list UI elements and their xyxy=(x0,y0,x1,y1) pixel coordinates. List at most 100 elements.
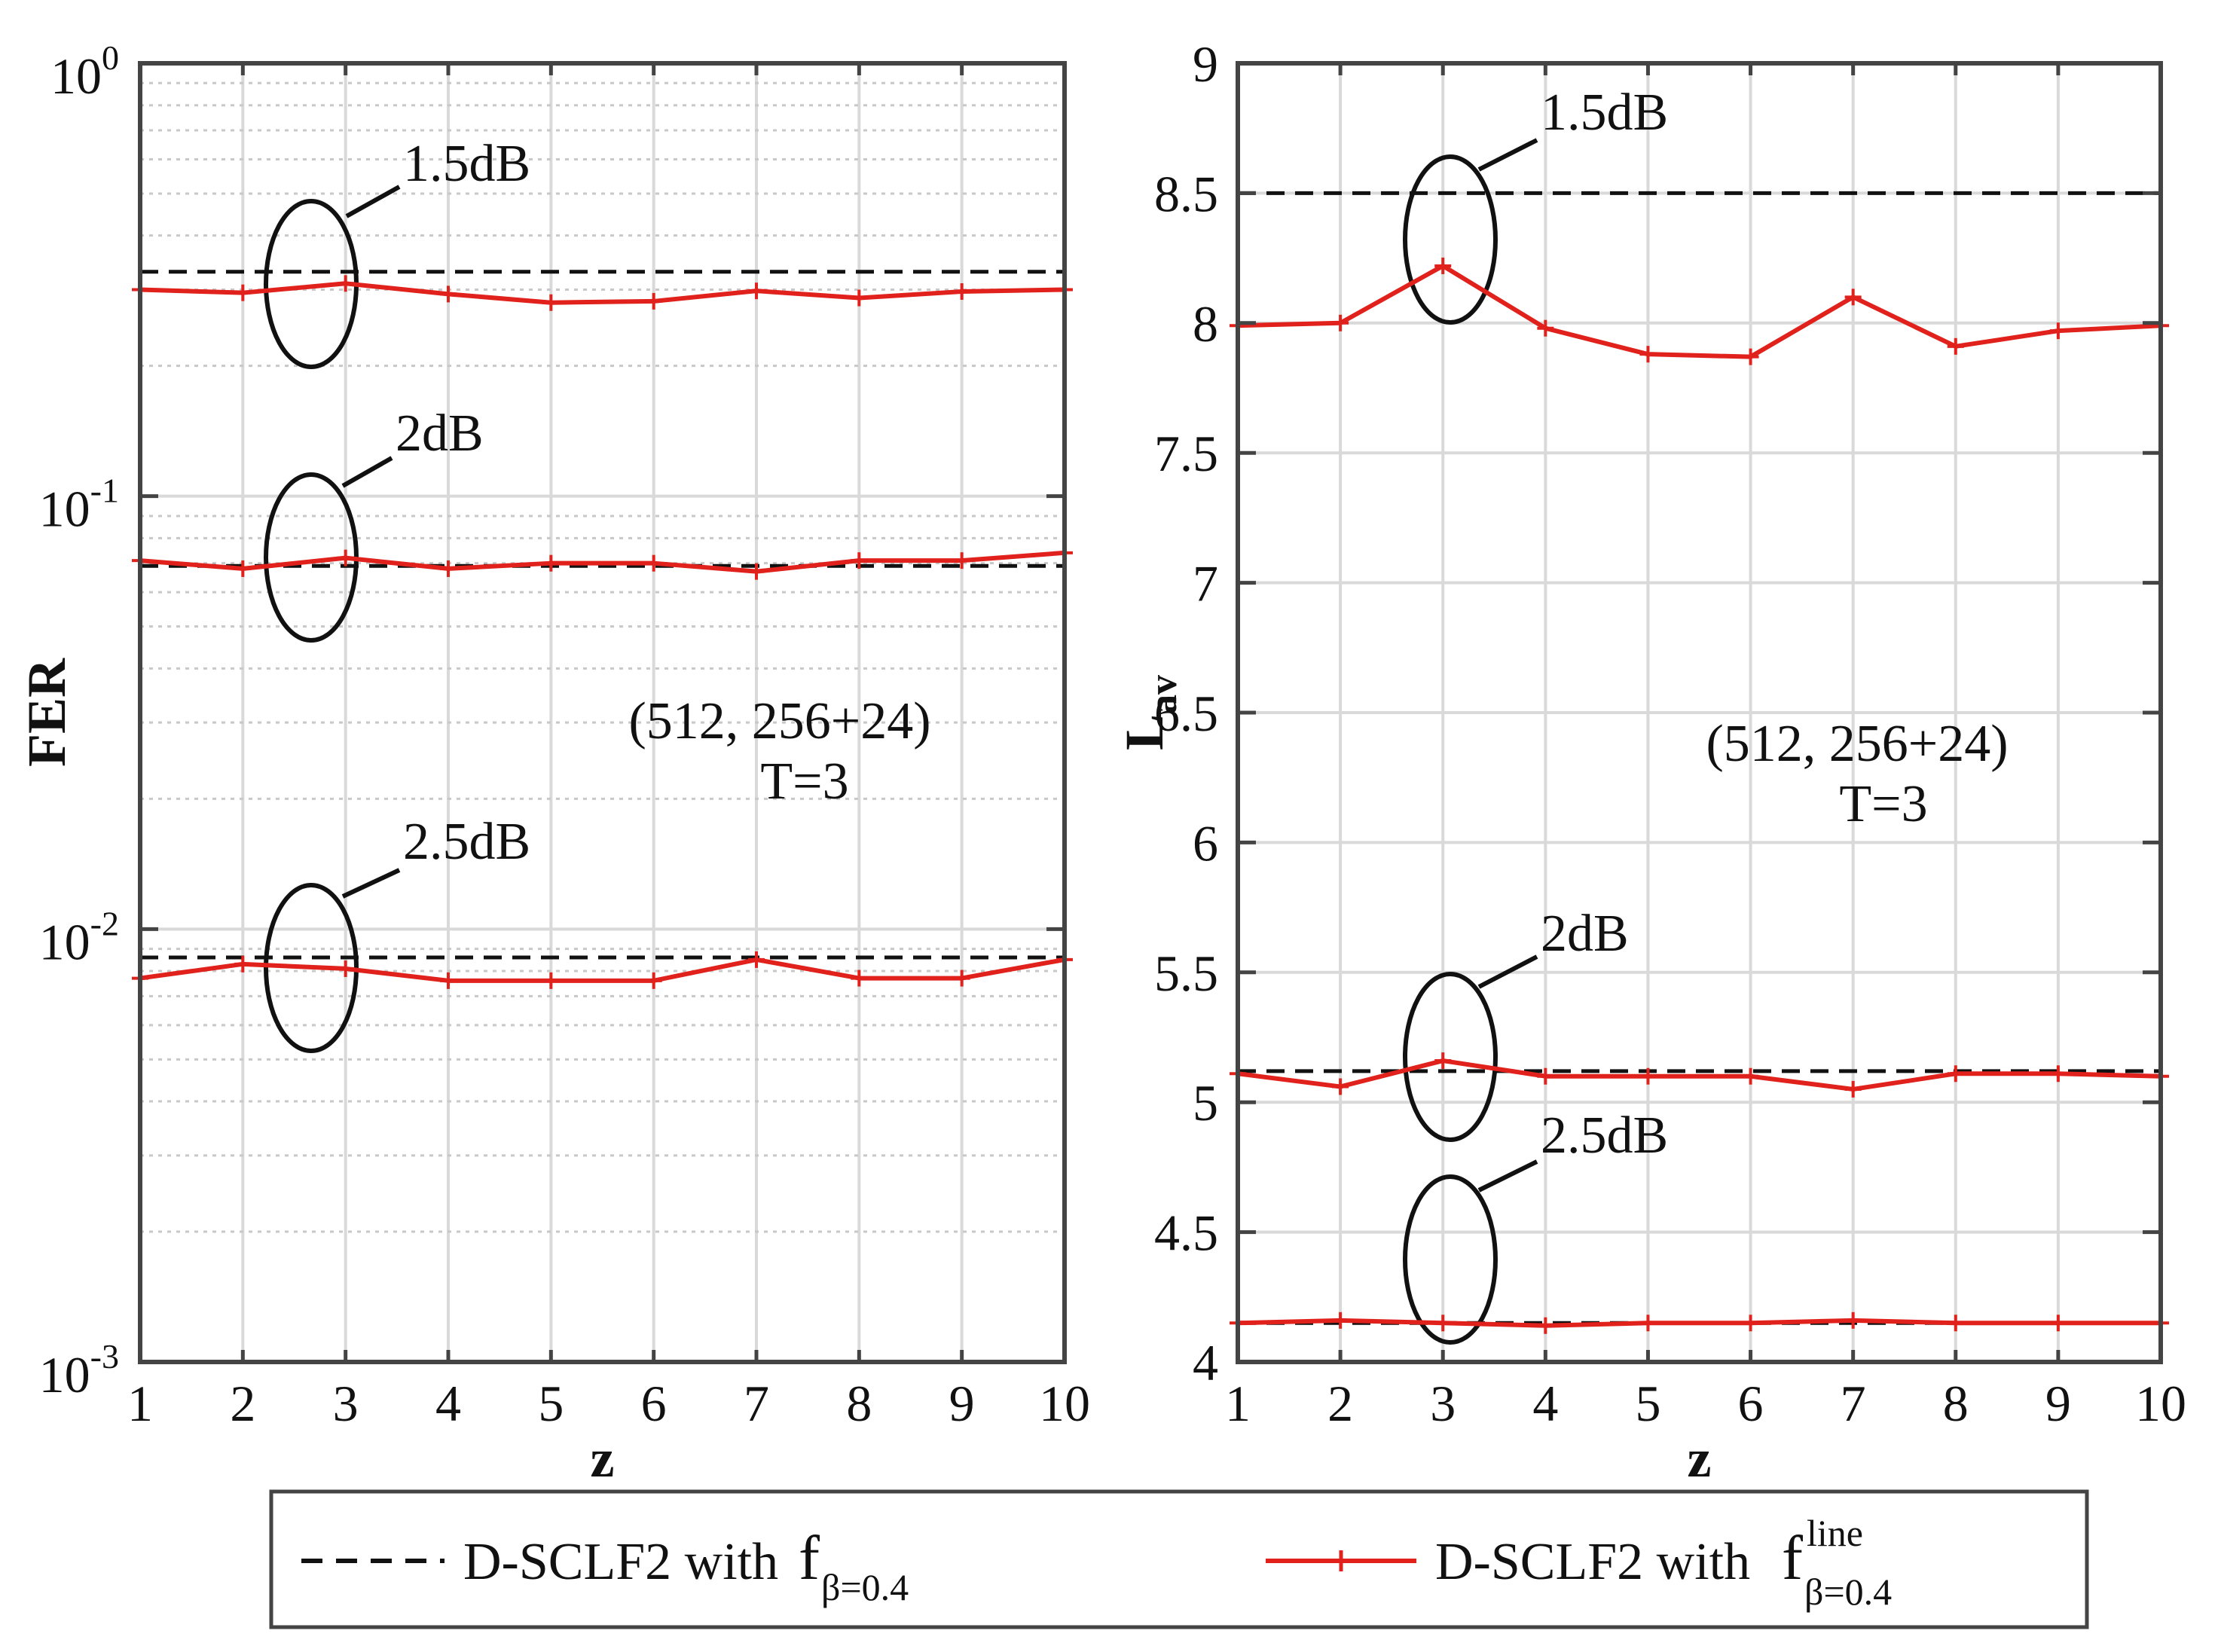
data-point-marker xyxy=(851,970,868,987)
x-tick-label: 10 xyxy=(1039,1375,1090,1432)
y-axis-label: FER xyxy=(17,658,77,767)
annotation-leader xyxy=(1477,1159,1538,1192)
latency-panel: 1.5dB 2dB 2.5dB 1 2 3 4 5 6 7 8 9 10 z 9 8.5 8 7.5 7 6.5 6 5.… xyxy=(1114,35,2186,1489)
data-point-marker xyxy=(1947,337,1964,355)
annotation-leader xyxy=(345,185,401,218)
data-point-marker xyxy=(1844,289,1862,306)
data-point-marker xyxy=(337,549,354,566)
legend-box xyxy=(269,1489,2089,1629)
series-line xyxy=(139,550,1065,574)
data-point-marker xyxy=(953,552,970,569)
legend-solid-label: D-SCLF2 with xyxy=(1435,1533,1750,1591)
annotation-leader xyxy=(341,868,401,899)
data-point-marker xyxy=(1537,319,1554,337)
data-point-marker xyxy=(1844,1080,1862,1098)
data-point-marker xyxy=(1332,1312,1349,1329)
legend-solid-superscript: line xyxy=(1807,1512,1863,1554)
data-point-marker xyxy=(1742,348,1759,365)
series-line xyxy=(1237,263,2161,359)
y-tick-label: 7.5 xyxy=(1154,425,1218,482)
y-tick-label: 4.5 xyxy=(1154,1205,1218,1262)
data-point-marker xyxy=(1332,314,1349,331)
series-line xyxy=(1237,1318,2161,1328)
data-point-marker xyxy=(440,972,457,989)
legend: D-SCLF2 with f β=0.4 D-SCLF2 with f line… xyxy=(269,1489,2089,1629)
x-tick-label: 4 xyxy=(435,1375,461,1432)
data-point-marker xyxy=(1639,1067,1657,1085)
x-tick-label: 10 xyxy=(2135,1375,2186,1432)
series-line xyxy=(139,957,1065,983)
annotation-ellipse xyxy=(1403,972,1498,1142)
x-tick-label: 3 xyxy=(333,1375,359,1432)
x-tick-label: 2 xyxy=(230,1375,255,1432)
data-point-marker xyxy=(234,284,252,301)
x-tick-label: 7 xyxy=(1841,1375,1866,1432)
x-tick-label: 5 xyxy=(538,1375,564,1432)
data-point-marker xyxy=(440,286,457,303)
annotation-snr-label: 1.5dB xyxy=(403,135,530,193)
data-point-marker xyxy=(1332,1078,1349,1095)
data-point-marker xyxy=(645,554,662,572)
data-point-marker xyxy=(542,294,560,311)
y-tick-label: 8.5 xyxy=(1154,165,1218,222)
y-tick-label: 6 xyxy=(1193,814,1218,872)
data-point-marker xyxy=(645,292,662,310)
grid xyxy=(1236,62,2162,1363)
x-tick-label: 5 xyxy=(1635,1375,1660,1432)
data-point-marker xyxy=(2049,322,2067,340)
x-axis-label: z xyxy=(1688,1428,1712,1489)
y-tick-label: 100 xyxy=(50,38,119,105)
annotation-snr-label: 2dB xyxy=(396,405,484,463)
annotation-snr-label: 2.5dB xyxy=(403,813,530,871)
code-parameters-label: (512, 256+24) xyxy=(628,692,930,750)
annotation-ellipse xyxy=(1403,1174,1498,1345)
x-tick-label: 8 xyxy=(1943,1375,1969,1432)
series-line xyxy=(1237,1058,2161,1092)
x-tick-label: 6 xyxy=(641,1375,667,1432)
x-tick-label: 9 xyxy=(2045,1375,2071,1432)
data-point-marker xyxy=(1537,1317,1554,1334)
series-line xyxy=(139,281,1065,305)
x-tick-label: 3 xyxy=(1430,1375,1456,1432)
y-tick-label: 10-3 xyxy=(39,1337,119,1403)
legend-solid-subscript: β=0.4 xyxy=(1804,1571,1892,1613)
data-point-marker xyxy=(1742,1315,1759,1332)
x-tick-label: 4 xyxy=(1532,1375,1558,1432)
y-tick-label: 5.5 xyxy=(1154,945,1218,1002)
annotation-snr-label: 2.5dB xyxy=(1541,1107,1668,1165)
x-tick-label: 8 xyxy=(846,1375,872,1432)
data-point-marker xyxy=(748,951,765,968)
annotation-leader xyxy=(1477,138,1538,172)
data-point-marker xyxy=(851,289,868,307)
annotation-snr-label: 1.5dB xyxy=(1541,84,1668,142)
annotation-ellipse xyxy=(1403,154,1498,325)
legend-dashed-f: f xyxy=(799,1523,820,1593)
annotation-leader xyxy=(341,456,393,488)
data-point-marker xyxy=(1434,1315,1452,1332)
data-point-marker xyxy=(851,552,868,569)
legend-solid-f: f xyxy=(1782,1523,1803,1593)
y-tick-label: 7 xyxy=(1193,555,1218,612)
y-axis-label: Lav xyxy=(1114,675,1185,750)
data-point-marker xyxy=(337,960,354,977)
data-point-marker xyxy=(2049,1065,2067,1083)
t-parameter-label: T=3 xyxy=(1839,775,1927,833)
y-tick-label: 5 xyxy=(1193,1074,1218,1131)
data-point-marker xyxy=(953,282,970,300)
data-point-marker xyxy=(1639,346,1657,363)
data-point-marker xyxy=(234,955,252,973)
data-point-marker xyxy=(1947,1065,1964,1083)
x-tick-label: 1 xyxy=(1225,1375,1251,1432)
x-tick-label: 2 xyxy=(1327,1375,1353,1432)
data-point-marker xyxy=(645,972,662,989)
data-point-marker xyxy=(1947,1315,1964,1332)
data-point-marker xyxy=(542,554,560,572)
annotation-leader xyxy=(1477,954,1538,989)
fer-panel: 1.5dB 2dB 2.5dB 1 2 3 4 5 6 7 8 9 10 z 100 10-1 10-2 10-3… xyxy=(17,38,1090,1489)
t-parameter-label: T=3 xyxy=(760,753,848,811)
x-tick-label: 6 xyxy=(1738,1375,1764,1432)
legend-dashed-subscript: β=0.4 xyxy=(821,1566,909,1608)
data-point-marker xyxy=(440,560,457,577)
